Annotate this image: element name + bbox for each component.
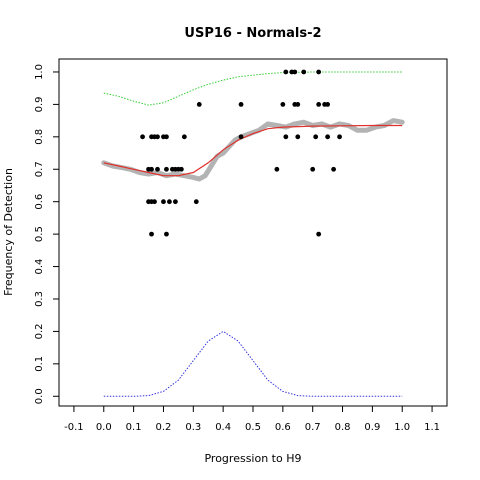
data-point — [238, 102, 244, 107]
y-axis-title: Frequency of Detection — [2, 168, 15, 296]
chart-title: USP16 - Normals-2 — [184, 26, 321, 41]
data-point — [316, 231, 322, 237]
data-point — [167, 199, 172, 205]
x-tick-label: 0.8 — [335, 422, 351, 433]
data-point — [181, 134, 187, 140]
plot-frame — [58, 58, 448, 407]
data-point — [280, 102, 286, 107]
y-tick-label: 0.7 — [34, 161, 45, 177]
data-point — [313, 134, 319, 140]
data-point — [164, 166, 169, 172]
data-point — [283, 134, 289, 140]
data-point — [316, 102, 322, 107]
y-tick-label: 0.2 — [34, 323, 45, 339]
x-tick-label: 0.4 — [215, 422, 231, 433]
y-tick-label: 0.6 — [34, 194, 45, 210]
data-point — [292, 69, 298, 75]
y-tick-label: 1.0 — [34, 64, 45, 80]
data-point — [301, 69, 307, 75]
data-point — [310, 166, 316, 172]
data-point — [325, 102, 331, 107]
data-point — [196, 102, 202, 107]
plot-layer: -0.1 0.0 0.1 0.2 0.3 0.4 0.5 0.6 0.7 0.8 0.9 1.0 1.1… — [34, 58, 448, 433]
data-point — [149, 231, 154, 237]
y-tick-label: 0.5 — [34, 226, 45, 242]
x-tick-label: 0.5 — [245, 422, 261, 433]
x-tick-label: 0.6 — [275, 422, 291, 433]
data-point — [316, 69, 322, 75]
x-tick-label: -0.1 — [64, 422, 84, 433]
data-point — [155, 134, 160, 140]
y-tick-label: 0.4 — [34, 259, 45, 275]
data-point — [295, 134, 301, 140]
data-point — [193, 199, 199, 205]
x-tick-label: 0.0 — [96, 422, 112, 433]
x-tick-label: 0.1 — [126, 422, 142, 433]
x-tick-label: 0.7 — [305, 422, 321, 433]
data-point — [331, 166, 336, 172]
data-point — [325, 134, 331, 140]
upper-series-line — [103, 71, 403, 106]
data-point — [152, 199, 157, 205]
data-point — [149, 166, 154, 172]
density-series-line — [103, 330, 403, 397]
y-tick-label: 0.3 — [34, 291, 45, 307]
data-point — [178, 166, 184, 172]
y-tick-label: 0.9 — [34, 96, 45, 112]
fit-series-line — [103, 124, 403, 177]
data-point — [274, 166, 280, 172]
x-tick-label: 1.1 — [424, 422, 440, 433]
x-tick-label: 1.0 — [394, 422, 410, 433]
x-axis-title: Progression to H9 — [204, 452, 301, 465]
data-point — [164, 134, 169, 140]
y-tick-label: 0.0 — [34, 388, 45, 404]
data-point — [140, 134, 145, 140]
x-tick-label: 0.2 — [156, 422, 172, 433]
data-point — [337, 134, 342, 140]
data-point — [283, 69, 289, 75]
data-point — [238, 134, 244, 140]
x-tick-label: 0.9 — [364, 422, 380, 433]
data-point — [173, 199, 178, 205]
y-tick-label: 0.8 — [34, 129, 45, 145]
x-tick-label: 0.3 — [185, 422, 201, 433]
data-point — [155, 166, 160, 172]
data-point — [164, 231, 169, 237]
data-point — [161, 199, 166, 205]
y-tick-label: 0.1 — [34, 356, 45, 372]
data-point — [295, 102, 301, 107]
